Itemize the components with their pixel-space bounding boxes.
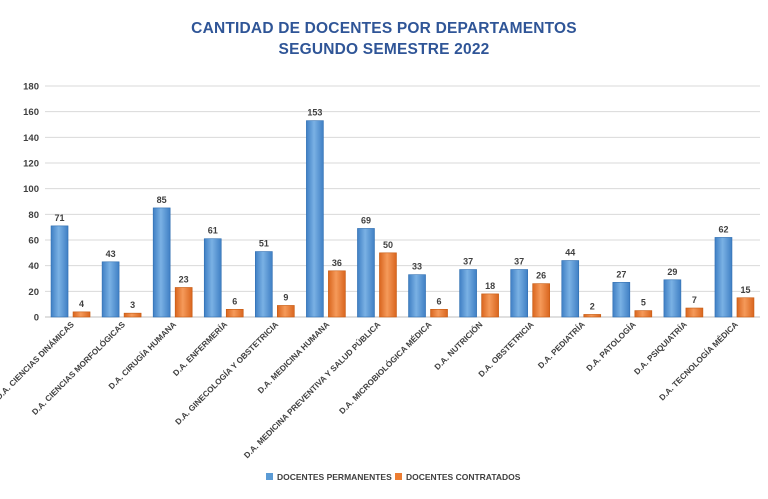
category-label: D.A. ENFERMERÍA xyxy=(171,319,230,378)
bar-permanentes xyxy=(101,261,120,318)
category-label: D.A. CIENCIAS MORFOLÓGICAS xyxy=(29,318,128,417)
y-tick-label: 60 xyxy=(28,236,39,247)
bar-contratados xyxy=(225,308,244,318)
bar-permanentes xyxy=(357,228,375,318)
data-label: 50 xyxy=(383,240,393,250)
bar-permanentes xyxy=(50,225,69,318)
bar-permanentes xyxy=(663,279,682,318)
category-label: D.A. CIENCIAS DINÁMICAS xyxy=(0,319,76,402)
bar-contratados xyxy=(685,307,704,318)
category-label: D.A. OBSTETRICIA xyxy=(477,320,536,379)
y-tick-label: 180 xyxy=(23,82,39,93)
y-tick-label: 80 xyxy=(28,210,39,221)
data-label: 5 xyxy=(641,298,646,308)
y-tick-label: 0 xyxy=(34,313,39,324)
category-label: D.A. PSIQUIATRÍA xyxy=(632,319,689,376)
bar-contratados xyxy=(430,308,448,318)
bar-contratados xyxy=(123,312,142,318)
y-tick-label: 20 xyxy=(28,287,39,298)
bar-contratados xyxy=(634,310,653,318)
data-label: 2 xyxy=(590,301,595,311)
data-label: 7 xyxy=(692,295,697,305)
data-label: 6 xyxy=(437,296,442,306)
legend-swatch xyxy=(266,473,273,480)
y-tick-label: 140 xyxy=(23,133,39,144)
data-label: 33 xyxy=(412,262,422,272)
data-label: 29 xyxy=(667,267,677,277)
bar-contratados xyxy=(583,314,602,318)
bar-permanentes xyxy=(255,251,273,318)
y-tick-label: 100 xyxy=(23,184,39,195)
data-label: 44 xyxy=(565,248,575,258)
category-label: D.A. TECNOLOGÍA MÉDICA xyxy=(657,319,740,402)
data-label: 85 xyxy=(157,195,167,205)
legend-label: DOCENTES PERMANENTES xyxy=(277,472,392,482)
data-label: 51 xyxy=(259,239,269,249)
bar-contratados xyxy=(532,283,550,318)
data-label: 36 xyxy=(332,258,342,268)
bar-contratados xyxy=(736,297,755,318)
bar-permanentes xyxy=(612,282,631,318)
data-label: 37 xyxy=(463,257,473,267)
y-tick-label: 160 xyxy=(23,107,39,118)
data-label: 37 xyxy=(514,257,524,267)
bar-permanentes xyxy=(203,238,222,318)
data-label: 4 xyxy=(79,299,84,309)
data-label: 3 xyxy=(130,300,135,310)
data-label: 43 xyxy=(106,249,116,259)
bar-permanentes xyxy=(561,260,580,318)
data-label: 153 xyxy=(307,108,322,118)
category-label: D.A. PATOLOGÍA xyxy=(584,319,638,373)
y-tick-label: 120 xyxy=(23,159,39,170)
category-label: D.A. NUTRICIÓN xyxy=(431,319,484,372)
data-label: 61 xyxy=(208,226,218,236)
data-label: 27 xyxy=(616,269,626,279)
data-label: 69 xyxy=(361,215,371,225)
data-label: 71 xyxy=(55,213,65,223)
bar-contratados xyxy=(174,287,193,318)
data-label: 6 xyxy=(232,296,237,306)
bar-contratados xyxy=(328,270,346,318)
bar-contratados xyxy=(72,311,91,318)
data-label: 15 xyxy=(740,285,750,295)
legend-label: DOCENTES CONTRATADOS xyxy=(406,472,521,482)
category-label: D.A. GINECOLOGÍA Y OBSTETRICIA xyxy=(173,319,280,426)
data-label: 26 xyxy=(536,271,546,281)
data-label: 9 xyxy=(283,292,288,302)
bar-permanentes xyxy=(152,207,171,318)
bar-contratados xyxy=(379,252,397,318)
bar-permanentes xyxy=(306,120,324,318)
category-label: D.A. MICROBIOLÓGICA MÉDICA xyxy=(336,319,433,416)
bar-permanentes xyxy=(459,269,477,318)
bar-contratados xyxy=(277,305,295,318)
bar-permanentes xyxy=(714,237,733,318)
bar-permanentes xyxy=(408,274,426,318)
chart-subtitle: SEGUNDO SEMESTRE 2022 xyxy=(278,41,490,58)
legend-swatch xyxy=(395,473,402,480)
data-label: 62 xyxy=(718,224,728,234)
category-label: D.A. PEDIATRÍA xyxy=(536,319,587,370)
data-label: 23 xyxy=(179,274,189,284)
data-label: 18 xyxy=(485,281,495,291)
chart-title: CANTIDAD DE DOCENTES POR DEPARTAMENTOS xyxy=(191,20,577,37)
y-tick-label: 40 xyxy=(28,261,39,272)
bar-contratados xyxy=(481,293,499,318)
bar-permanentes xyxy=(510,269,528,318)
